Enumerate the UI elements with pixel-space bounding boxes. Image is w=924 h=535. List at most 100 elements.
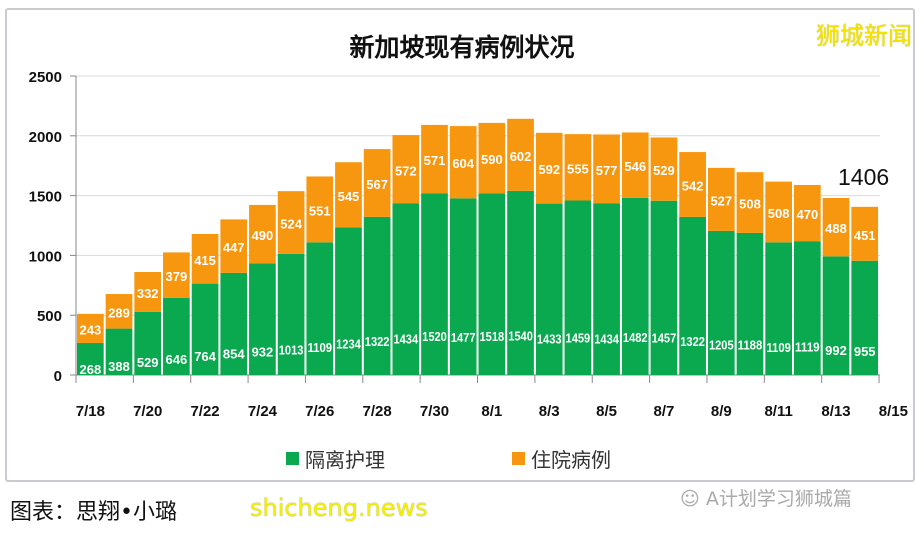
data-label: 592 [538,162,560,177]
legend-label: 隔离护理 [305,448,385,472]
bar-hospital [335,162,362,228]
data-label: 529 [653,163,675,178]
data-label: 546 [624,159,646,174]
x-tick-label: 8/11 [764,403,792,420]
legend-item-isolation: 隔离护理 [286,444,385,473]
bar-hospital [736,172,764,233]
chart-frame [5,8,915,482]
data-label: 470 [796,207,818,222]
data-label: 571 [424,153,446,168]
data-label: 646 [166,352,188,367]
bar-hospital [593,134,620,204]
bar-isolation [564,200,592,375]
x-tick-label: 7/26 [305,403,334,420]
watermark: 狮城新闻 [816,22,912,50]
bar-isolation [277,253,305,375]
x-tick-label: 7/30 [420,403,449,420]
bar-hospital [77,313,104,343]
data-label: 1188 [738,338,763,353]
y-tick-label: 0 [54,368,62,385]
data-label: 1234 [336,337,361,352]
bar-hospital [535,132,563,204]
data-label: 1434 [594,331,619,346]
bar-isolation [851,260,879,375]
data-label: 527 [710,193,732,208]
bar-hospital [363,149,391,217]
bar-hospital [277,191,305,254]
y-tick-label: 2000 [29,129,62,146]
data-label: 490 [252,228,274,243]
y-tick-label: 1000 [29,248,62,265]
bar-isolation [707,230,735,375]
legend-swatch [512,452,525,465]
bar-isolation [507,190,534,375]
bar-hospital [249,204,276,264]
data-label: 555 [567,161,589,176]
data-label: 1434 [393,331,418,346]
bar-isolation [736,232,764,375]
data-label: 488 [825,221,847,236]
y-tick-label: 2500 [29,69,62,86]
x-tick-label: 7/18 [76,403,105,420]
bar-isolation [449,198,477,375]
bar-hospital [449,126,477,199]
account-label: A计划学习狮城篇 [705,488,852,510]
bar-isolation [363,216,391,375]
bar-isolation [621,197,649,375]
data-label: 243 [79,322,101,337]
bar-hospital [621,132,649,198]
wechat-icon: ☺ [680,488,706,510]
data-label: 451 [854,228,876,243]
bar-hospital [421,124,448,194]
bar-isolation [392,203,420,375]
bar-isolation [335,227,362,375]
data-label: 1013 [279,342,304,357]
data-label: 1459 [566,331,591,346]
x-tick-label: 8/13 [821,403,850,420]
data-label: 524 [280,217,302,232]
data-label: 289 [108,305,130,320]
x-tick-label: 8/15 [879,403,908,420]
data-label: 1322 [680,334,705,349]
legend-item-hospital: 住院病例 [512,444,611,473]
x-tick-label: 7/24 [248,403,278,420]
bar-isolation [679,216,706,375]
bar-hospital [191,233,219,284]
bar-hospital [163,252,190,298]
data-label: 1322 [365,334,390,349]
bar-isolation [478,193,506,375]
bar-hospital [794,184,821,242]
data-label: 764 [194,349,216,364]
x-tick-label: 8/9 [711,403,732,420]
data-label: 508 [739,197,761,212]
x-tick-label: 8/7 [654,403,675,420]
data-label: 602 [510,149,532,164]
data-label: 447 [223,240,245,255]
data-label: 1457 [652,331,677,346]
data-label: 854 [223,347,245,362]
x-tick-label: 7/22 [190,403,219,420]
data-label: 1520 [422,329,447,344]
bar-hospital [679,152,706,217]
data-label: 542 [682,178,704,193]
bar-hospital [822,197,850,257]
x-tick-label: 7/28 [363,403,392,420]
data-label: 545 [338,189,360,204]
bar-isolation [822,256,850,375]
bar-isolation [794,241,821,375]
data-label: 1518 [480,329,505,344]
bar-isolation [191,283,219,375]
data-label: 572 [395,163,417,178]
bar-hospital [392,135,420,204]
data-label: 1433 [537,331,562,346]
data-label: 567 [366,177,388,192]
account-name: ☺ A计划学习狮城篇 [680,484,852,511]
bar-isolation [535,203,563,375]
data-label: 415 [194,253,216,268]
bar-hospital [507,118,534,191]
bar-isolation [306,242,334,375]
data-label: 932 [252,344,274,359]
legend-swatch [286,452,299,465]
bar-hospital [765,181,792,243]
